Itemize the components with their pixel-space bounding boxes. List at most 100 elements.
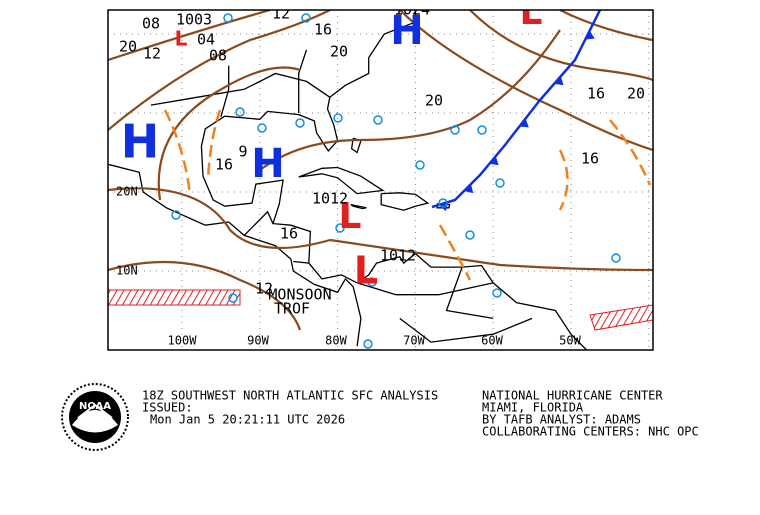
central-pressure: 1012	[312, 190, 348, 208]
isobar-label: 20	[119, 38, 137, 56]
isobar-label: 08	[142, 15, 160, 33]
longitude-label: 100W	[168, 334, 198, 348]
low-pressure-center: L	[520, 0, 543, 33]
coastline	[298, 49, 308, 113]
low-pressure-center: L	[354, 249, 378, 293]
coastline	[243, 210, 274, 236]
front-triangle	[585, 30, 595, 40]
cold-front	[431, 10, 602, 209]
isobar-label: 04	[197, 31, 215, 49]
trough-label: MONSOON	[268, 286, 331, 304]
coastline	[220, 65, 230, 118]
longitude-label: 90W	[247, 334, 269, 348]
isobar-label: 16	[581, 150, 599, 168]
trough	[558, 149, 569, 211]
isobar	[108, 187, 331, 250]
central-pressure: 1012	[380, 247, 416, 265]
center-location: MIAMI, FLORIDA	[482, 401, 584, 415]
station	[228, 293, 238, 303]
collaborating-centers: COLLABORATING CENTERS: NHC OPC	[482, 425, 699, 439]
station	[301, 13, 311, 23]
product-title: 18Z SOUTHWEST NORTH ATLANTIC SFC ANALYSI…	[142, 389, 438, 403]
map-area: HHHLLLL102410031012101208040820121216202…	[108, 0, 653, 350]
station	[438, 198, 448, 208]
trough-label: TROF	[274, 300, 310, 318]
issued-label: ISSUED:	[142, 401, 193, 415]
isobar-label: 16	[314, 21, 332, 39]
front-triangle	[554, 76, 564, 86]
longitude-label: 60W	[481, 334, 503, 348]
isobar	[559, 10, 653, 42]
coastline	[150, 96, 198, 106]
trough	[206, 109, 222, 181]
isobar-label: 12	[255, 280, 273, 298]
front-triangle	[489, 156, 499, 166]
high-pressure-center: H	[121, 115, 160, 169]
coastline	[293, 260, 309, 264]
isobar-label: 20	[425, 92, 443, 110]
station	[363, 339, 373, 349]
longitude-label: 50W	[559, 334, 581, 348]
station	[295, 118, 305, 128]
coastline	[197, 72, 331, 98]
coastline	[350, 203, 367, 210]
station	[333, 113, 343, 123]
station	[257, 123, 267, 133]
isobar	[157, 66, 301, 201]
front-triangle	[519, 118, 529, 128]
station	[465, 230, 475, 240]
station	[477, 125, 487, 135]
latitude-label: 10N	[116, 264, 138, 278]
trough	[163, 109, 192, 196]
isobar-label: 12	[143, 45, 161, 63]
station	[611, 253, 621, 263]
station	[492, 288, 502, 298]
coastline	[108, 163, 362, 347]
isobar-label: 9	[238, 143, 247, 161]
high-pressure-center: H	[251, 141, 284, 187]
noaa-logo: NOAA	[61, 383, 129, 451]
timestamp: Mon Jan 5 20:21:11 UTC 2026	[150, 413, 345, 427]
coastline	[356, 282, 494, 296]
station	[373, 115, 383, 125]
low-pressure-center: L	[339, 196, 362, 237]
trough	[438, 224, 472, 281]
isobar	[108, 10, 271, 62]
station	[415, 160, 425, 170]
central-pressure: 1024	[394, 1, 430, 19]
isobar-label: 16	[587, 85, 605, 103]
station	[450, 125, 460, 135]
isobar-label: 20	[627, 85, 645, 103]
front-triangle	[463, 183, 474, 194]
station	[223, 13, 233, 23]
station	[367, 277, 377, 287]
isobar-label: 08	[209, 47, 227, 65]
isobar	[108, 10, 331, 131]
low-pressure-center: L	[175, 27, 188, 51]
map-frame	[107, 9, 654, 351]
isobar-label: 12	[272, 5, 290, 23]
isobar-label: 16	[280, 225, 298, 243]
station	[235, 107, 245, 117]
coastline	[298, 166, 385, 195]
longitude-label: 70W	[403, 334, 425, 348]
coastline	[200, 146, 588, 350]
central-pressure: 1003	[176, 11, 212, 29]
analyst: BY TAFB ANALYST: ADAMS	[482, 413, 641, 427]
latitude-label: 20N	[116, 185, 138, 199]
monsoon-trough	[589, 304, 653, 331]
station	[495, 178, 505, 188]
coastline	[445, 266, 494, 320]
coastline	[380, 192, 430, 211]
isobar	[259, 29, 561, 171]
high-pressure-center: H	[390, 8, 423, 54]
isobar	[329, 238, 653, 272]
monsoon-trough	[108, 289, 241, 306]
trough	[609, 119, 652, 186]
logo-text: NOAA	[79, 401, 111, 412]
isobar-label: 16	[215, 156, 233, 174]
isobar-label: 20	[330, 43, 348, 61]
isobar	[108, 260, 302, 331]
